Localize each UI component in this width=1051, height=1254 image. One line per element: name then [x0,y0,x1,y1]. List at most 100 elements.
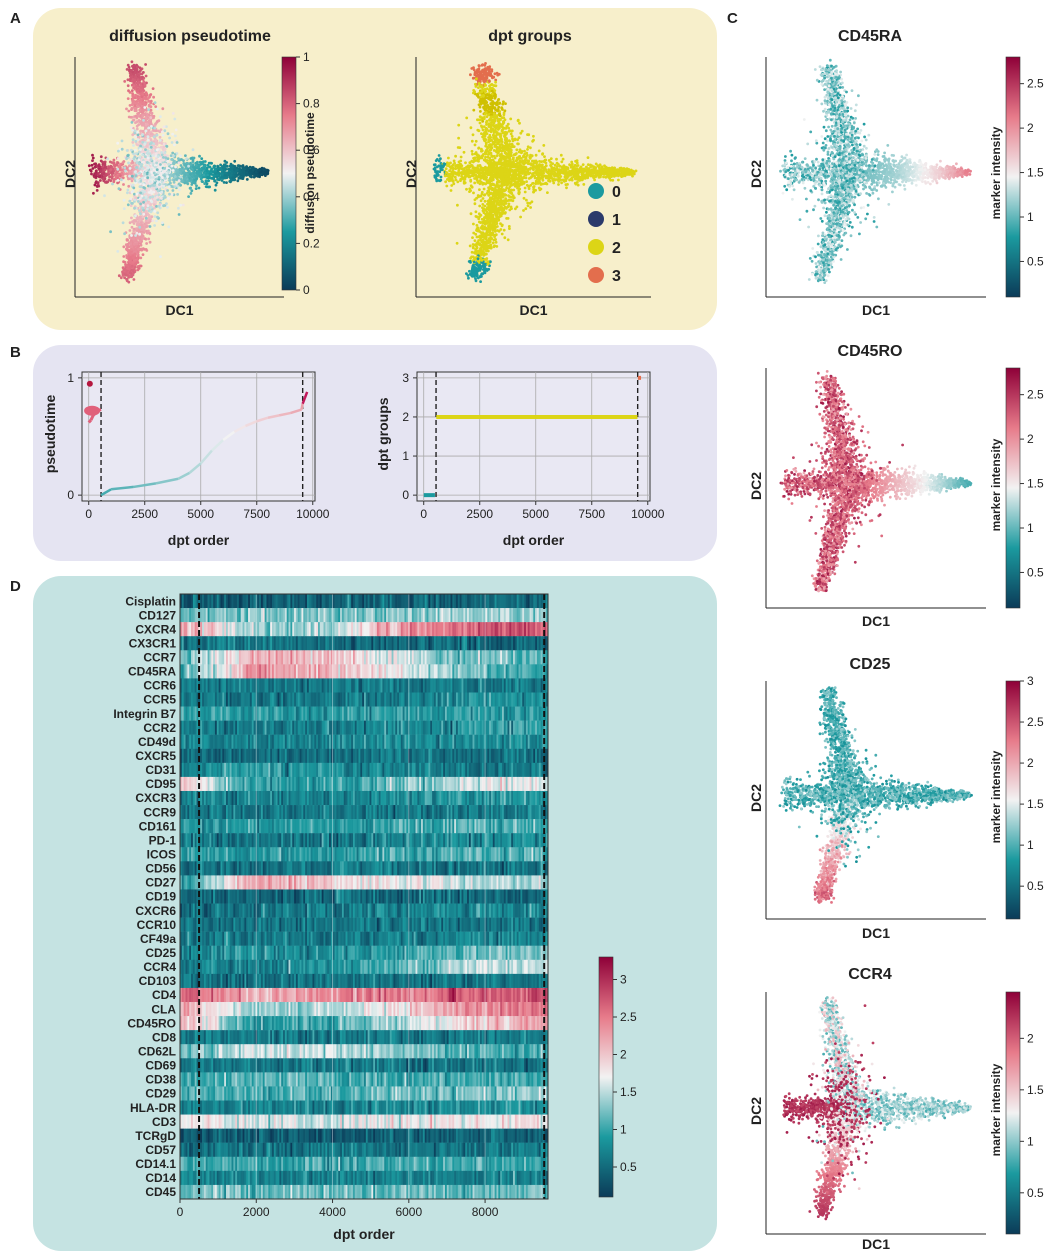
a1-point [149,158,153,161]
a2-point [487,93,491,97]
a2-point [533,176,537,180]
a2-point [472,222,475,226]
a1-point [142,101,145,105]
a1-point [132,86,135,90]
a1-point [135,161,139,165]
a2-point [477,86,480,89]
a1-point [129,197,133,201]
a1-point [129,183,133,186]
a1-point [152,142,155,146]
a1-point [127,257,131,261]
a1-point [133,206,136,210]
a1-point [91,167,95,170]
a1-point [162,125,166,129]
a2-point [555,157,558,161]
a2-point [589,163,592,167]
a1-point [144,123,148,127]
a2-point [531,167,535,170]
a2-point [634,169,638,173]
a1-point [153,209,157,213]
a1-point [192,171,196,174]
a1-point [139,148,142,151]
a2-point [576,183,580,187]
a1-point [125,254,128,257]
a1-point [121,221,125,225]
a1-point [144,199,148,202]
a1-point [205,166,209,170]
a1-point [146,156,150,160]
a1-point [247,171,251,174]
a1-point [99,179,102,182]
a1-xlabel: DC1 [75,302,284,318]
a2-point [613,169,617,172]
a1-point [135,192,139,196]
a1-point [135,63,138,67]
a1-point [145,225,148,229]
a1-point [115,163,119,167]
a1-point [116,250,120,253]
a2-point [481,88,484,92]
a2-point [498,114,502,118]
a1-point [191,148,195,152]
a1-point [128,261,132,264]
a2-point [502,113,506,117]
a1-point [143,237,147,241]
a2-point [488,110,492,114]
a2-point [472,91,475,95]
a2-point [582,183,586,186]
a1-point [182,171,185,175]
a1-point [120,147,124,151]
a1-point [133,219,137,223]
a1-point [264,171,267,175]
a2-point [492,141,495,144]
a2-point [479,199,483,203]
a1-point [159,255,162,258]
a2-point [540,165,544,169]
a1-point [130,225,134,229]
a2-point [561,157,565,161]
a1-point [130,103,134,107]
a1-point [94,162,97,166]
a2-point [481,101,485,105]
a2-point [497,146,501,150]
a1-point [139,243,143,247]
a1-point [147,214,151,218]
a2-point [466,274,470,277]
a1-point [147,198,151,202]
a1-point [133,129,137,133]
a1-point [154,152,158,156]
a1-point [255,168,258,171]
a1-point [128,221,132,225]
a1-point [189,192,193,195]
a2-point [591,170,595,174]
a1-point [147,121,151,124]
a1-point [197,165,200,169]
a1-point [134,170,137,173]
a1-point [200,180,204,183]
a1-point [159,163,162,166]
a1-point [180,180,184,183]
a2-point [478,76,482,79]
a2-point [476,94,480,98]
a1-point [219,163,223,167]
a1-colorbar-tick-label: 0.6 [303,143,320,157]
a1-point [241,164,245,167]
a2-point [495,245,499,248]
a1-point [144,129,148,133]
a2-point [547,159,551,162]
a2-point [611,178,615,182]
a1-point [149,176,152,179]
a1-point [149,138,153,142]
a2-point [481,128,485,132]
a2-point [474,85,478,88]
a1-point [133,79,137,83]
a2-point [509,151,513,154]
a2-point [564,173,567,177]
a2-point [595,172,598,176]
a1-point [141,206,144,210]
a2-point [502,120,505,124]
a1-point [152,190,156,194]
a2-point [495,114,499,117]
a1-point [141,153,145,157]
a1-point [128,271,132,274]
